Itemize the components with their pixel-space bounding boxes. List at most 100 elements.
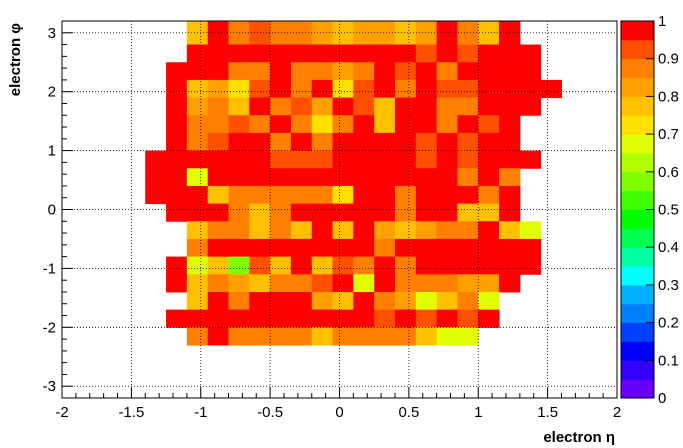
heatmap-cell — [519, 150, 542, 169]
heatmap-cell — [353, 256, 375, 275]
heatmap-cell — [228, 115, 250, 134]
heatmap-cell — [186, 309, 209, 328]
heatmap-cell — [519, 221, 542, 240]
color-scale-label: 0.8 — [658, 88, 679, 105]
heatmap-cell — [207, 79, 229, 99]
heatmap-cell — [166, 309, 188, 328]
heatmap-cell — [353, 21, 375, 46]
color-scale-swatch — [621, 322, 654, 342]
heatmap-cell — [145, 168, 167, 187]
heatmap-cell — [415, 238, 438, 258]
x-axis: -2 -1.5 -1 -0.5 0 0.5 1 1.5 2 — [55, 387, 621, 421]
heatmap-cell — [332, 97, 354, 116]
heatmap-cell — [311, 79, 334, 99]
heatmap-cell — [415, 168, 438, 187]
heatmap-cell — [374, 132, 396, 152]
heatmap-cell — [249, 274, 271, 293]
heatmap-cell — [395, 97, 417, 116]
heatmap-cells — [145, 21, 562, 346]
heatmap-cell — [228, 62, 250, 81]
x-tick-label: 1.5 — [537, 404, 558, 421]
heatmap-cell — [395, 79, 417, 99]
color-scale-label: 0.4 — [658, 239, 679, 256]
heatmap-cell — [519, 62, 542, 81]
color-scale-swatch — [621, 39, 654, 60]
heatmap-cell — [478, 238, 500, 258]
heatmap-cell — [290, 62, 313, 81]
heatmap-cell — [290, 97, 313, 116]
color-scale-label: 0.1 — [658, 352, 679, 369]
heatmap-cell — [374, 327, 396, 346]
x-tick-label: 1 — [474, 404, 482, 421]
heatmap-cell — [457, 309, 479, 328]
heatmap-cell — [415, 256, 438, 275]
heatmap-cell — [290, 309, 313, 328]
color-scale-swatch — [621, 266, 654, 286]
heatmap-cell — [228, 185, 250, 205]
heatmap-cell — [290, 203, 313, 222]
x-tick-label: -2 — [55, 404, 68, 421]
heatmap-cell — [478, 203, 500, 222]
heatmap-cell — [457, 221, 479, 240]
heatmap-cell — [457, 97, 479, 116]
heatmap-cell — [436, 115, 458, 134]
heatmap-cell — [436, 238, 458, 258]
x-tick-label: -1.5 — [118, 404, 144, 421]
heatmap-cell — [228, 256, 250, 275]
heatmap-cell — [332, 256, 354, 275]
heatmap-cell — [332, 221, 354, 240]
heatmap-cell — [395, 132, 417, 152]
heatmap-cell — [395, 256, 417, 275]
heatmap-cell — [478, 274, 500, 293]
heatmap-cell — [499, 44, 521, 63]
heatmap-cell — [311, 238, 334, 258]
heatmap-cell — [374, 309, 396, 328]
y-tick-label: 3 — [48, 25, 56, 42]
heatmap-cell — [395, 203, 417, 222]
heatmap-cell — [499, 62, 521, 81]
y-axis: -3 -2 -1 0 1 2 3 — [43, 20, 73, 399]
heatmap-cell — [270, 185, 292, 205]
heatmap-cell — [290, 132, 313, 152]
heatmap-cell — [166, 274, 188, 293]
heatmap-cell — [457, 150, 479, 169]
heatmap-cell — [374, 150, 396, 169]
heatmap-cell — [457, 168, 479, 187]
heatmap-cell — [436, 291, 458, 311]
heatmap-cell — [457, 79, 479, 99]
heatmap-cell — [353, 97, 375, 116]
heatmap-cell — [374, 79, 396, 99]
heatmap-cell — [436, 185, 458, 205]
heatmap-cell — [186, 274, 209, 293]
heatmap-cell — [290, 21, 313, 46]
heatmap-cell — [311, 97, 334, 116]
heatmap-cell — [478, 97, 500, 116]
heatmap-cell — [415, 97, 438, 116]
heatmap-cell — [332, 238, 354, 258]
heatmap-cell — [415, 62, 438, 81]
heatmap-cell — [311, 221, 334, 240]
heatmap-cell — [353, 44, 375, 63]
heatmap-cell — [395, 150, 417, 169]
y-tick-label: 0 — [48, 202, 56, 219]
heatmap-cell — [207, 256, 229, 275]
heatmap-cell — [332, 203, 354, 222]
heatmap-cell — [457, 274, 479, 293]
heatmap-cell — [311, 62, 334, 81]
heatmap-cell — [415, 132, 438, 152]
heatmap-cell — [186, 203, 209, 222]
x-tick-label: 0.5 — [398, 404, 419, 421]
color-scale: 0 0.1 0.2 0.3 0.4 0.5 0.6 0.7 0.8 0.9 1 — [620, 13, 679, 407]
heatmap-cell — [478, 44, 500, 63]
heatmap-cell — [290, 256, 313, 275]
heatmap-cell — [436, 256, 458, 275]
heatmap-cell — [415, 79, 438, 99]
heatmap-cell — [270, 132, 292, 152]
heatmap-cell — [519, 79, 542, 99]
heatmap-cell — [478, 150, 500, 169]
x-tick-label: 0 — [335, 404, 343, 421]
heatmap-cell — [415, 185, 438, 205]
heatmap-cell — [332, 62, 354, 81]
heatmap-cell — [499, 150, 521, 169]
heatmap-cell — [228, 238, 250, 258]
